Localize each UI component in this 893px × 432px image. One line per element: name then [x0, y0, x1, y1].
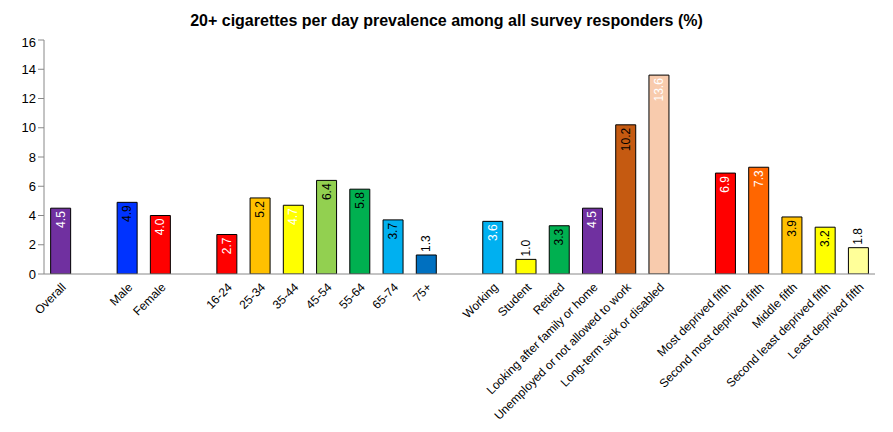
- svg-text:12: 12: [22, 91, 36, 106]
- html-text:20+ cigarettes per day prevale: 20+ cigarettes per day prevalence among …: [190, 12, 703, 29]
- svg-text:10: 10: [22, 120, 36, 135]
- svg-text:Least deprived fifth: Least deprived fifth: [785, 280, 867, 362]
- svg-text:5.2: 5.2: [253, 201, 267, 218]
- svg-text:Second least deprived fifth: Second least deprived fifth: [723, 280, 834, 391]
- svg-text:Overall: Overall: [32, 280, 69, 317]
- svg-text:3.6: 3.6: [486, 224, 500, 241]
- svg-text:45-54: 45-54: [303, 280, 335, 312]
- svg-text:0: 0: [29, 267, 36, 282]
- svg-text:16-24: 16-24: [203, 280, 235, 312]
- svg-text:Student: Student: [495, 280, 535, 320]
- svg-text:1.3: 1.3: [419, 235, 433, 252]
- svg-text:3.9: 3.9: [785, 220, 799, 237]
- svg-text:4.0: 4.0: [153, 218, 167, 235]
- svg-text:Middle fifth: Middle fifth: [749, 280, 800, 332]
- svg-text:4.9: 4.9: [120, 205, 134, 222]
- svg-text:Female: Female: [130, 280, 168, 318]
- svg-text:55-64: 55-64: [336, 280, 368, 312]
- svg-text:4: 4: [29, 208, 36, 223]
- svg-text:Male: Male: [107, 280, 136, 309]
- svg-text:Unemployed or not allowed to w: Unemployed or not allowed to work: [491, 280, 634, 423]
- svg-text:10.2: 10.2: [619, 128, 633, 152]
- svg-text:4.5: 4.5: [54, 211, 68, 228]
- svg-text:75+: 75+: [410, 280, 434, 304]
- svg-text:4.5: 4.5: [585, 211, 599, 228]
- svg-text:1.8: 1.8: [851, 228, 865, 245]
- svg-text:Long-term sick or disabled: Long-term sick or disabled: [558, 280, 667, 389]
- svg-text:16: 16: [22, 35, 36, 50]
- svg-text:3.2: 3.2: [818, 230, 832, 247]
- svg-text:25-34: 25-34: [237, 280, 269, 312]
- svg-text:6.4: 6.4: [320, 183, 334, 200]
- svg-text:Working: Working: [460, 280, 501, 321]
- svg-text:Most deprived fifth: Most deprived fifth: [654, 280, 734, 360]
- svg-text:Second most deprived fifth: Second most deprived fifth: [656, 280, 766, 390]
- svg-text:6: 6: [29, 179, 36, 194]
- svg-text:65-74: 65-74: [370, 280, 402, 312]
- svg-text:4.7: 4.7: [286, 208, 300, 225]
- svg-text:7.3: 7.3: [752, 170, 766, 187]
- svg-text:13.6: 13.6: [652, 78, 666, 102]
- svg-text:8: 8: [29, 150, 36, 165]
- svg-text:Retired: Retired: [530, 280, 568, 318]
- svg-text:3.3: 3.3: [552, 228, 566, 245]
- svg-text:6.9: 6.9: [718, 176, 732, 193]
- svg-text:2.7: 2.7: [220, 237, 234, 254]
- svg-text:5.8: 5.8: [353, 192, 367, 209]
- svg-text:2: 2: [29, 237, 36, 252]
- svg-text:3.7: 3.7: [386, 223, 400, 240]
- svg-text:1.0: 1.0: [519, 239, 533, 256]
- svg-text:35-44: 35-44: [270, 280, 302, 312]
- svg-text:Looking after family or home: Looking after family or home: [483, 280, 601, 398]
- svg-text:14: 14: [22, 62, 36, 77]
